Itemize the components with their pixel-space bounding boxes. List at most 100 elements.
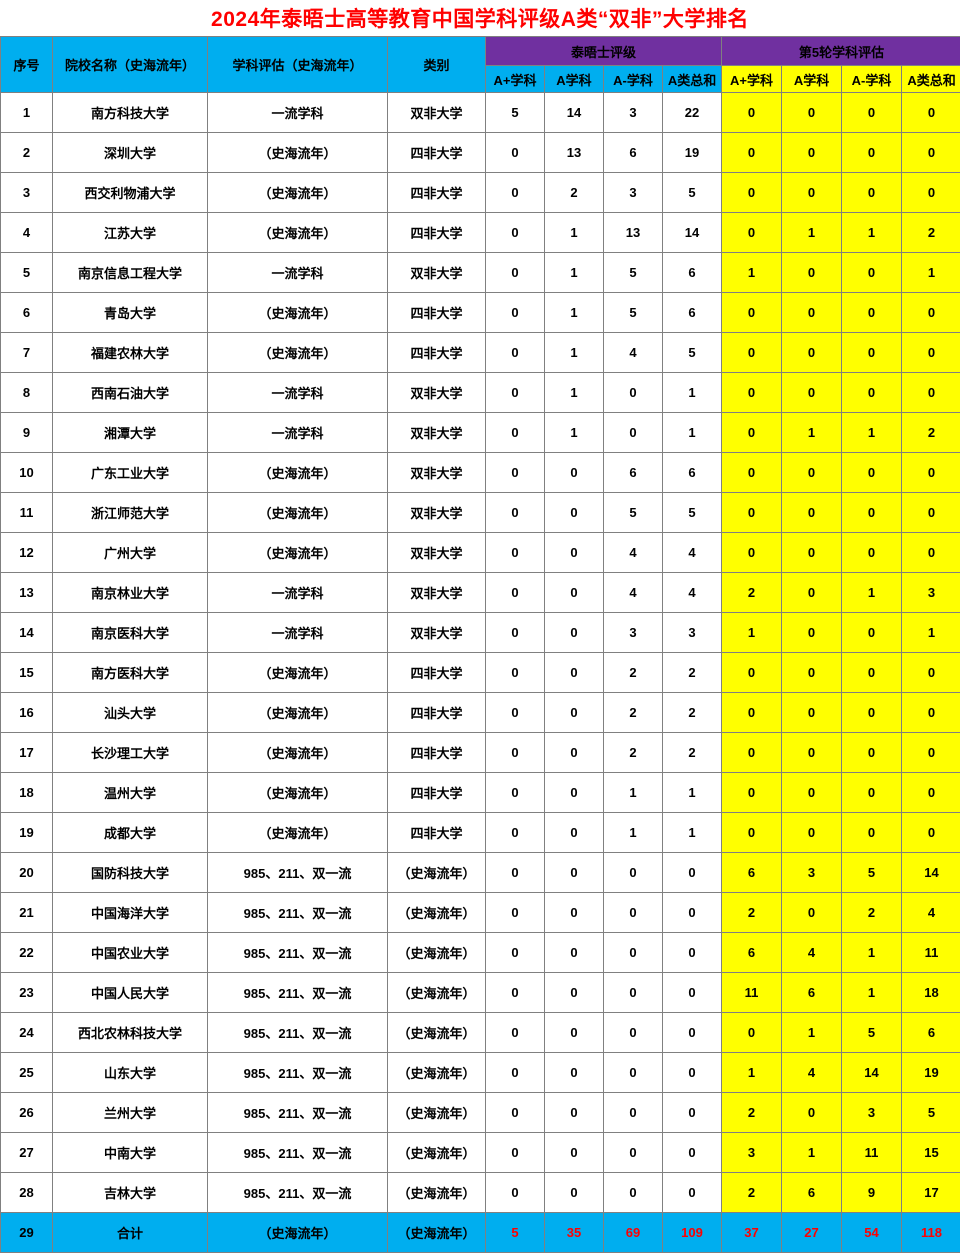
cell-round5-aminus: 0 — [842, 533, 902, 573]
cell-times-aplus: 0 — [486, 253, 545, 293]
cell-round5-a: 6 — [782, 973, 842, 1013]
cell-times-a: 0 — [545, 1013, 604, 1053]
cell-round5-aplus: 0 — [722, 693, 782, 733]
cell-times-aplus: 0 — [486, 133, 545, 173]
total-cell-round5-aminus: 54 — [842, 1213, 902, 1253]
cell-row-index: 11 — [1, 493, 53, 533]
cell-round5-a: 0 — [782, 253, 842, 293]
cell-times-atotal: 0 — [663, 853, 722, 893]
cell-round5-aminus: 1 — [842, 933, 902, 973]
cell-times-aplus: 0 — [486, 453, 545, 493]
cell-round5-aminus: 0 — [842, 653, 902, 693]
cell-school-name: 温州大学 — [53, 773, 208, 813]
cell-round5-aminus: 0 — [842, 733, 902, 773]
cell-school-name: 西北农林科技大学 — [53, 1013, 208, 1053]
cell-times-atotal: 14 — [663, 213, 722, 253]
cell-school-name: 中国人民大学 — [53, 973, 208, 1013]
cell-times-aplus: 0 — [486, 213, 545, 253]
cell-times-aplus: 0 — [486, 293, 545, 333]
cell-round5-aminus: 0 — [842, 253, 902, 293]
cell-round5-aminus: 0 — [842, 293, 902, 333]
cell-row-index: 10 — [1, 453, 53, 493]
cell-round5-a: 0 — [782, 293, 842, 333]
cell-discipline-eval: 一流学科 — [208, 93, 388, 133]
cell-round5-atotal: 19 — [902, 1053, 960, 1093]
cell-times-aminus: 0 — [604, 413, 663, 453]
cell-times-atotal: 0 — [663, 973, 722, 1013]
cell-category: （史海流年） — [388, 933, 486, 973]
cell-round5-aminus: 0 — [842, 693, 902, 733]
cell-category: 四非大学 — [388, 133, 486, 173]
cell-times-aplus: 0 — [486, 613, 545, 653]
page-title: 2024年泰晤士高等教育中国学科评级A类“双非”大学排名 — [211, 3, 749, 33]
cell-times-aminus: 5 — [604, 493, 663, 533]
cell-round5-aminus: 2 — [842, 893, 902, 933]
cell-round5-a: 0 — [782, 773, 842, 813]
cell-round5-atotal: 1 — [902, 613, 960, 653]
cell-round5-aplus: 6 — [722, 933, 782, 973]
cell-times-aminus: 3 — [604, 173, 663, 213]
cell-discipline-eval: （史海流年） — [208, 693, 388, 733]
cell-round5-a: 0 — [782, 893, 842, 933]
cell-discipline-eval: （史海流年） — [208, 773, 388, 813]
cell-round5-atotal: 0 — [902, 133, 960, 173]
cell-row-index: 23 — [1, 973, 53, 1013]
cell-times-atotal: 5 — [663, 333, 722, 373]
subheader-times-atotal: A类总和 — [663, 66, 722, 93]
cell-times-aminus: 1 — [604, 773, 663, 813]
cell-school-name: 西南石油大学 — [53, 373, 208, 413]
cell-round5-a: 0 — [782, 693, 842, 733]
cell-times-a: 0 — [545, 733, 604, 773]
cell-row-index: 7 — [1, 333, 53, 373]
cell-round5-atotal: 0 — [902, 653, 960, 693]
cell-round5-aplus: 2 — [722, 1093, 782, 1133]
cell-round5-aplus: 2 — [722, 1173, 782, 1213]
cell-row-index: 3 — [1, 173, 53, 213]
group-header-times-rating: 泰晤士评级 — [486, 37, 722, 66]
cell-times-aminus: 3 — [604, 613, 663, 653]
cell-row-index: 26 — [1, 1093, 53, 1133]
cell-discipline-eval: 985、211、双一流 — [208, 973, 388, 1013]
cell-round5-aminus: 0 — [842, 133, 902, 173]
cell-category: 双非大学 — [388, 373, 486, 413]
cell-round5-atotal: 17 — [902, 1173, 960, 1213]
cell-discipline-eval: （史海流年） — [208, 493, 388, 533]
cell-times-atotal: 1 — [663, 773, 722, 813]
cell-discipline-eval: 985、211、双一流 — [208, 853, 388, 893]
cell-times-aplus: 0 — [486, 813, 545, 853]
cell-round5-atotal: 11 — [902, 933, 960, 973]
cell-category: （史海流年） — [388, 1093, 486, 1133]
cell-category: 双非大学 — [388, 533, 486, 573]
cell-category: 四非大学 — [388, 693, 486, 733]
cell-round5-atotal: 4 — [902, 893, 960, 933]
cell-school-name: 南方科技大学 — [53, 93, 208, 133]
cell-times-a: 0 — [545, 973, 604, 1013]
cell-discipline-eval: （史海流年） — [208, 733, 388, 773]
cell-row-index: 9 — [1, 413, 53, 453]
subheader-times-a: A学科 — [545, 66, 604, 93]
cell-discipline-eval: （史海流年） — [208, 813, 388, 853]
cell-times-aminus: 0 — [604, 373, 663, 413]
cell-school-name: 山东大学 — [53, 1053, 208, 1093]
cell-round5-a: 1 — [782, 1133, 842, 1173]
cell-discipline-eval: （史海流年） — [208, 293, 388, 333]
cell-times-aminus: 0 — [604, 1013, 663, 1053]
cell-times-aplus: 0 — [486, 173, 545, 213]
cell-school-name: 南京医科大学 — [53, 613, 208, 653]
cell-category: 四非大学 — [388, 733, 486, 773]
total-cell-times-a: 35 — [545, 1213, 604, 1253]
cell-round5-aplus: 0 — [722, 453, 782, 493]
cell-round5-aplus: 0 — [722, 93, 782, 133]
cell-round5-a: 0 — [782, 133, 842, 173]
cell-round5-aminus: 1 — [842, 413, 902, 453]
cell-round5-aminus: 0 — [842, 173, 902, 213]
cell-round5-aplus: 0 — [722, 533, 782, 573]
cell-times-aplus: 0 — [486, 533, 545, 573]
